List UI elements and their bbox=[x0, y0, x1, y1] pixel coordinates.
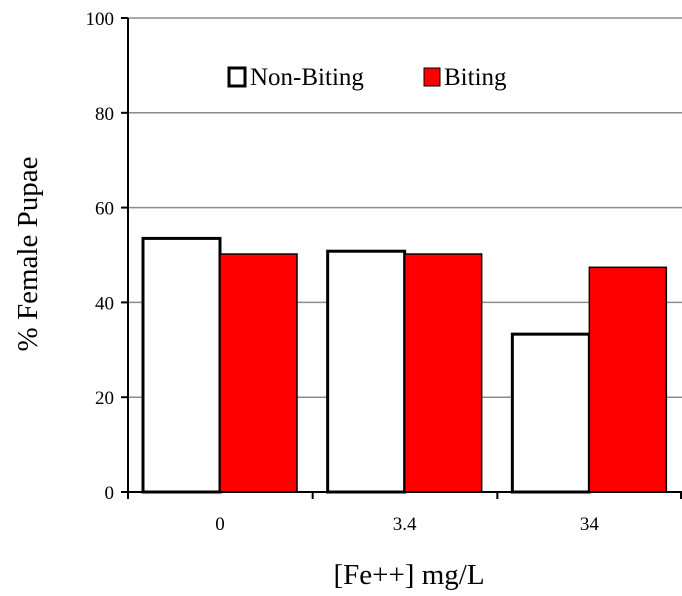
y-tick-label: 40 bbox=[95, 293, 114, 314]
bar-non-biting-1 bbox=[326, 249, 407, 494]
x-axis-title: [Fe++] mg/L bbox=[333, 559, 484, 591]
legend-label-biting: Biting bbox=[444, 64, 507, 91]
legend: Non-Biting Biting bbox=[227, 64, 507, 91]
y-tick-label: 80 bbox=[95, 104, 114, 125]
y-tick-label: 60 bbox=[95, 199, 114, 220]
legend-swatch-biting bbox=[423, 67, 441, 87]
bar-biting-2 bbox=[588, 266, 668, 493]
legend-swatch-non-biting bbox=[227, 66, 247, 88]
bars bbox=[141, 236, 668, 494]
bar-biting-1 bbox=[403, 253, 483, 493]
y-axis-title: % Female Pupae bbox=[12, 157, 44, 352]
legend-label-non-biting: Non-Biting bbox=[250, 64, 364, 91]
bar-non-biting-2 bbox=[510, 332, 591, 494]
x-tick-label: 34 bbox=[580, 514, 600, 535]
bar-non-biting-0 bbox=[141, 236, 222, 494]
x-tick-label: 3.4 bbox=[393, 514, 417, 535]
y-tick-label: 0 bbox=[105, 483, 115, 504]
x-tick-label: 0 bbox=[215, 514, 225, 535]
y-tick-label: 20 bbox=[95, 388, 114, 409]
y-tick-label: 100 bbox=[86, 9, 115, 30]
tick-labels: 0 20 40 60 80 100 0 3.4 34 bbox=[86, 9, 600, 535]
bar-biting-0 bbox=[219, 253, 298, 493]
axes bbox=[121, 17, 682, 499]
